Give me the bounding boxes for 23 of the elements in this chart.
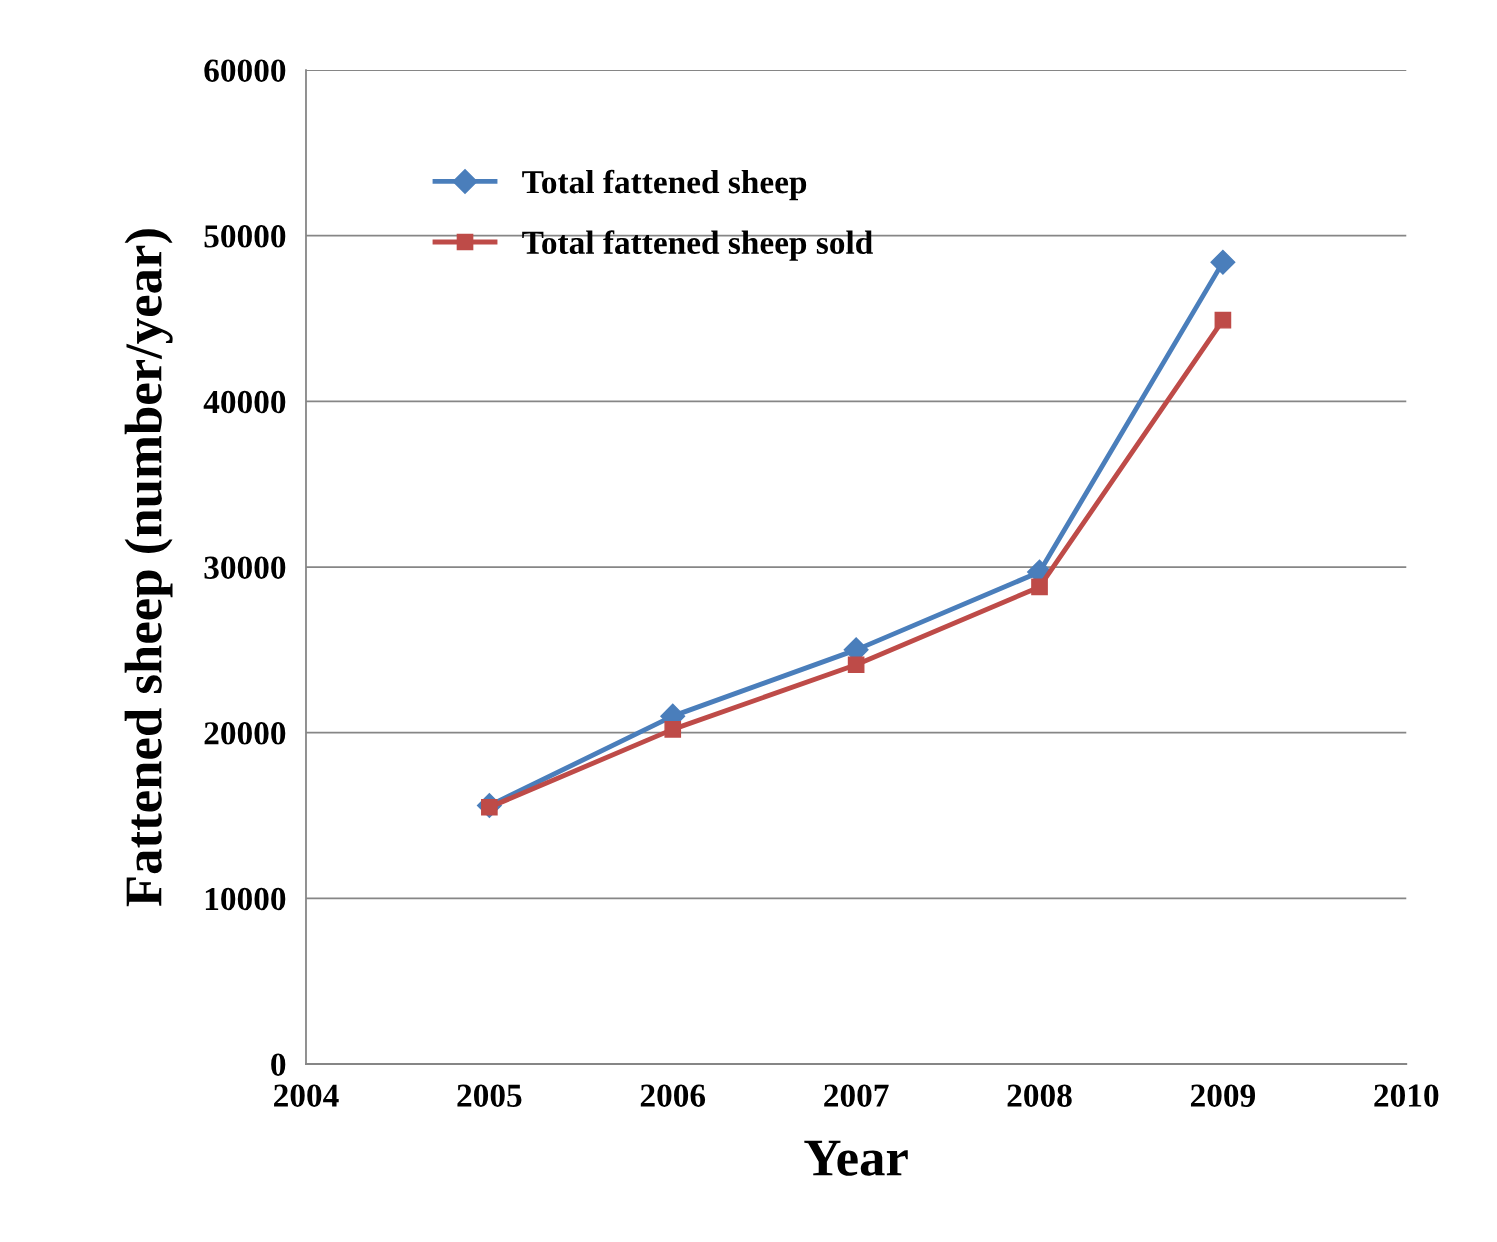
y-tick-label: 50000 bbox=[204, 225, 286, 248]
y-tick-label: 30000 bbox=[204, 556, 286, 579]
x-tick-label: 2005 bbox=[457, 1084, 522, 1107]
point bbox=[1210, 249, 1236, 275]
point bbox=[1214, 311, 1232, 329]
x-tick-label: 2010 bbox=[1374, 1084, 1439, 1107]
x-tick-label: 2004 bbox=[274, 1084, 339, 1107]
legend-label: Total fattened sheep bbox=[522, 169, 807, 201]
point bbox=[847, 656, 865, 674]
y-tick-label: 0 bbox=[271, 1053, 286, 1076]
y-tick-label: 40000 bbox=[203, 390, 286, 414]
point bbox=[664, 721, 682, 738]
y-axis-title: Fattened sheep (number/year) bbox=[124, 229, 173, 907]
x-axis-title: Year bbox=[804, 1140, 908, 1176]
point bbox=[1031, 578, 1048, 596]
legend-label: Total fattened sheep sold bbox=[522, 230, 873, 261]
x-tick-label: 2008 bbox=[1007, 1084, 1072, 1107]
x-tick-label: 2006 bbox=[640, 1084, 706, 1107]
y-tick-label: 20000 bbox=[204, 722, 286, 745]
y-tick-label: 60000 bbox=[204, 59, 286, 82]
x-tick-label: 2009 bbox=[1190, 1084, 1256, 1107]
y-tick-label: 10000 bbox=[205, 887, 286, 911]
x-tick-label: 2007 bbox=[824, 1084, 889, 1107]
